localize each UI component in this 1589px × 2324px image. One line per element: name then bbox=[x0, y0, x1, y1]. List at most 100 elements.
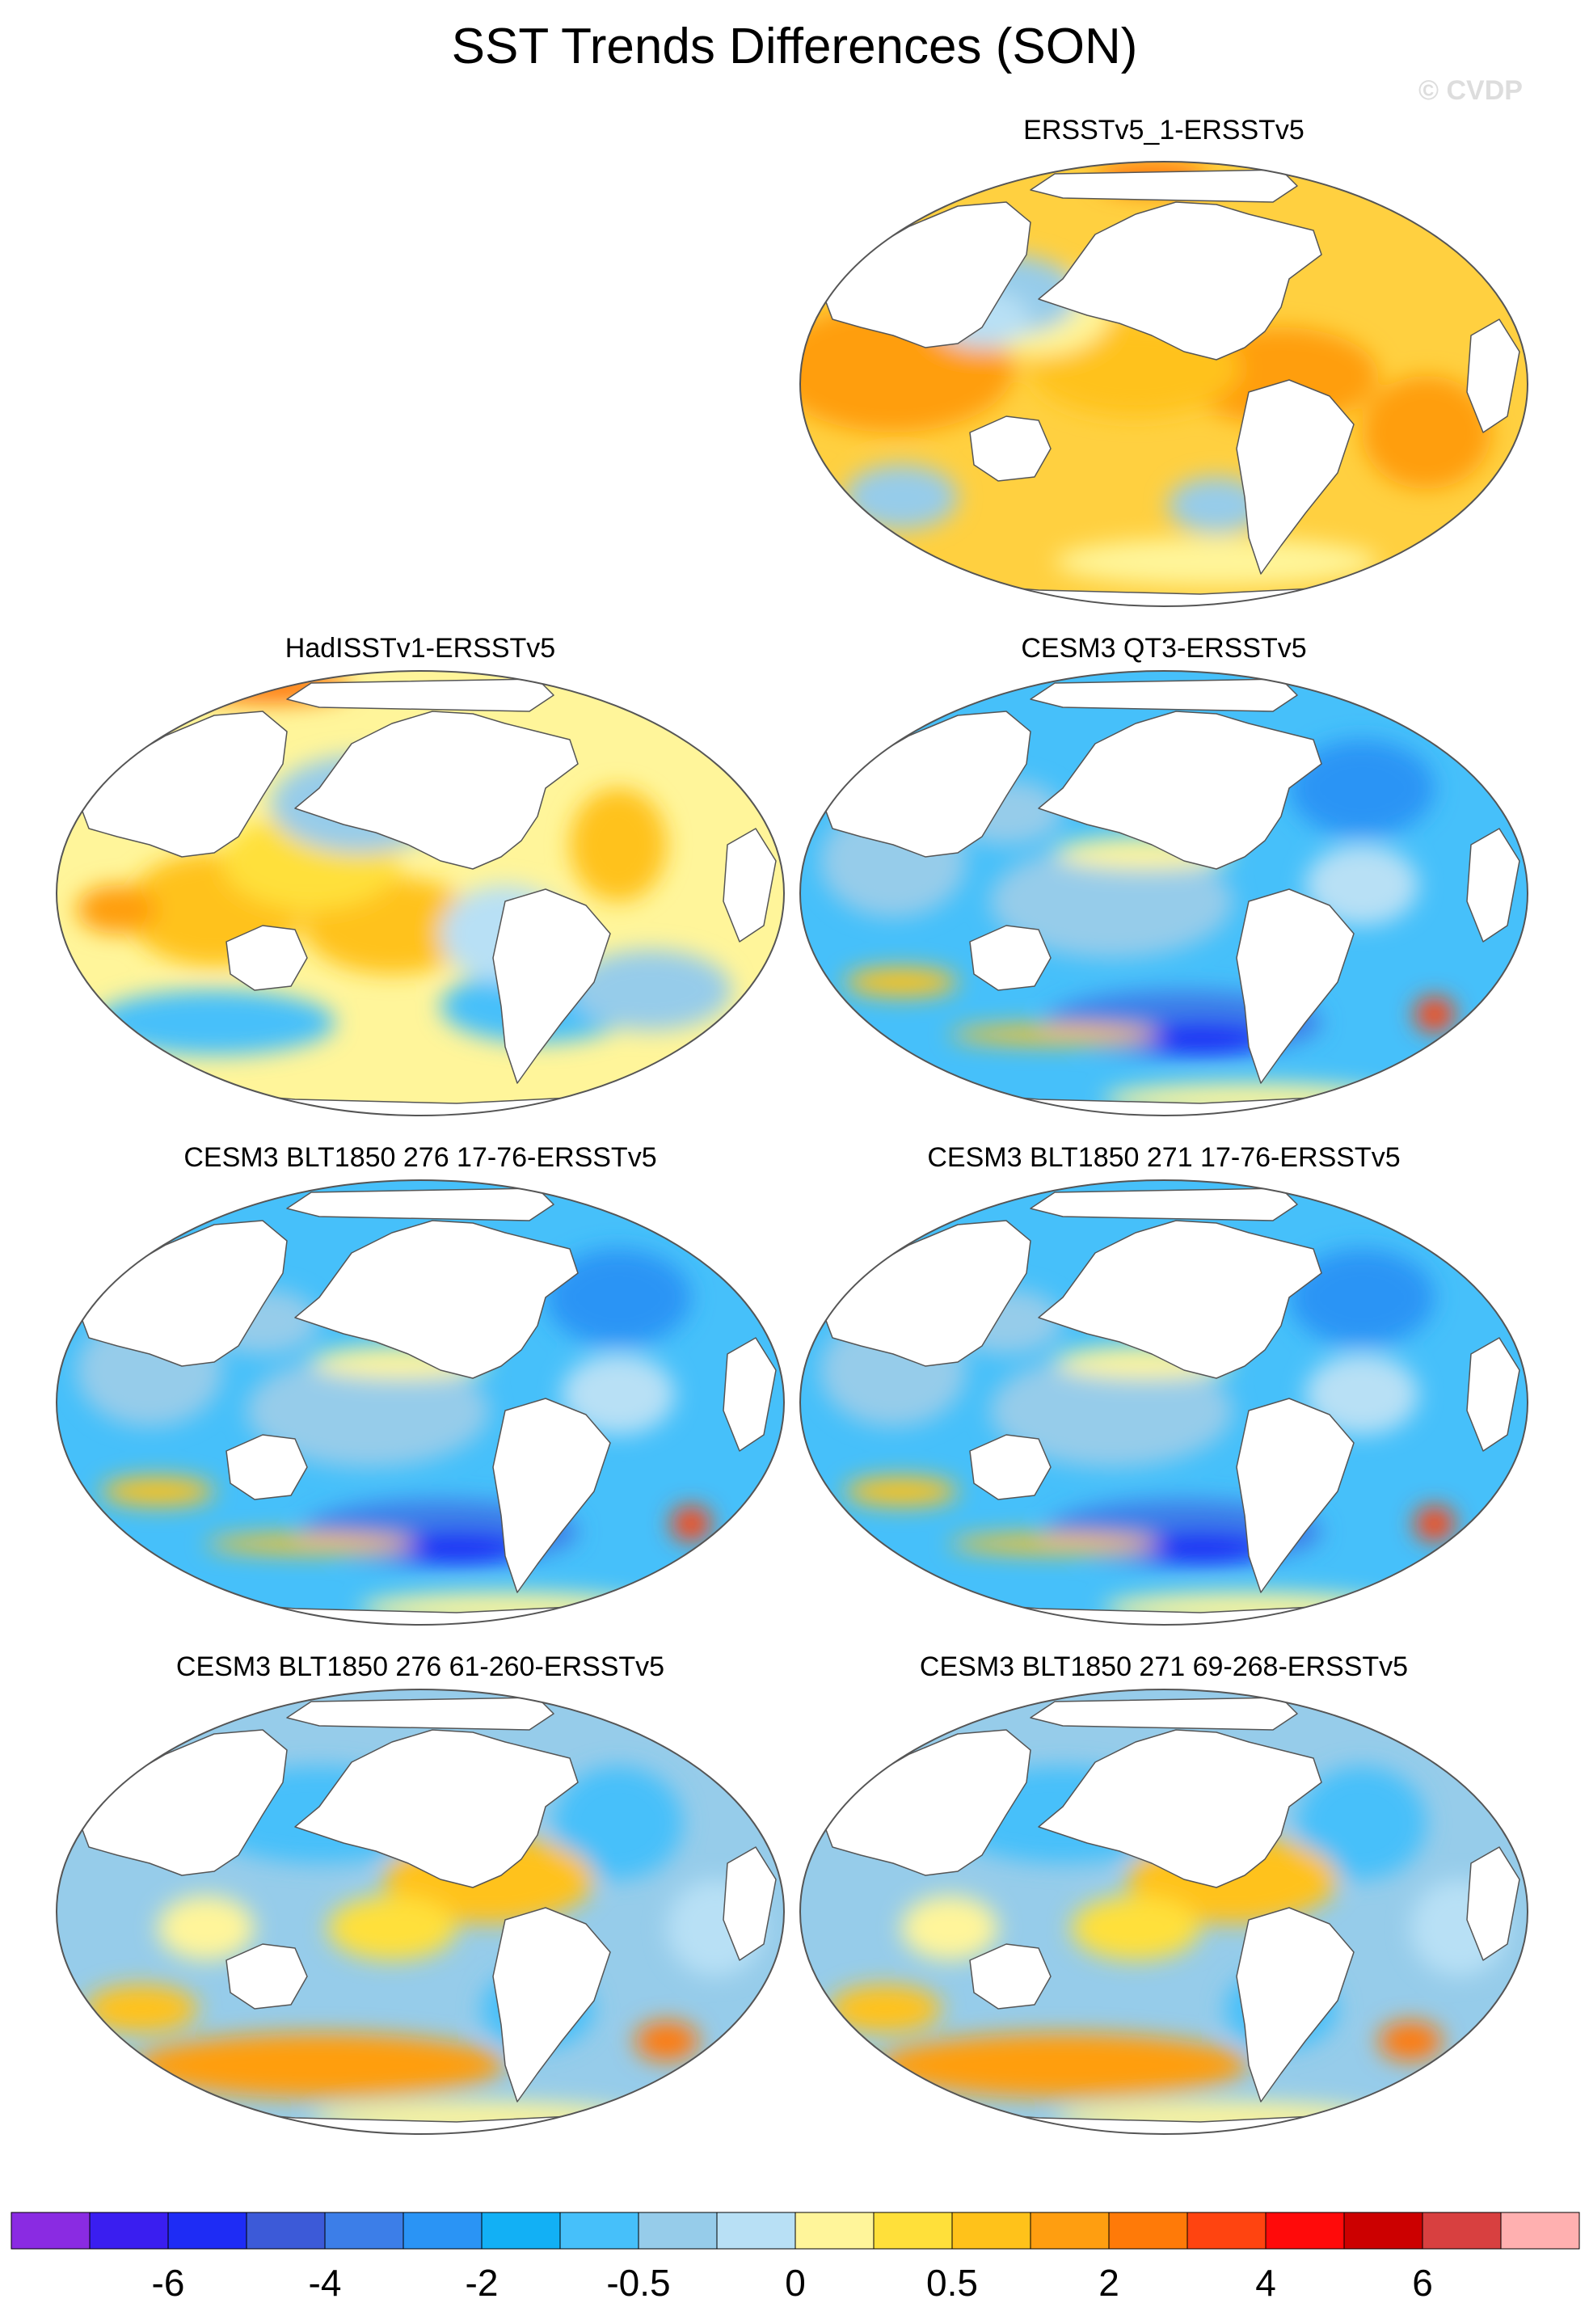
anomaly-region bbox=[1289, 1249, 1435, 1346]
map-boundary bbox=[799, 161, 1528, 607]
landmass bbox=[286, 1697, 554, 1731]
map-boundary bbox=[56, 670, 785, 1116]
landmass bbox=[76, 1729, 288, 1876]
colorbar-swatch bbox=[1186, 2212, 1267, 2250]
colorbar-swatch bbox=[794, 2212, 875, 2250]
landmass bbox=[1038, 1729, 1322, 1888]
landmass bbox=[286, 678, 554, 712]
landmass bbox=[294, 711, 579, 870]
colorbar-swatch bbox=[1265, 2212, 1345, 2250]
map-boundary bbox=[799, 1689, 1528, 2135]
colorbar-tick-label: -6 bbox=[152, 2262, 185, 2304]
anomaly-region bbox=[1297, 1766, 1427, 1879]
map-panel-0 bbox=[799, 161, 1528, 607]
colorbar-swatch bbox=[638, 2212, 718, 2250]
map-panel-1 bbox=[56, 670, 785, 1116]
colorbar: -6 -4 -2 -0.5 0 0.5 2 4 6 bbox=[11, 2212, 1580, 2304]
anomaly-region bbox=[845, 968, 958, 997]
panel-title-4: CESM3 BLT1850 271 17-76-ERSSTv5 bbox=[927, 1142, 1401, 1173]
landmass bbox=[76, 1220, 288, 1367]
landmass bbox=[723, 828, 777, 943]
panel-title-5: CESM3 BLT1850 276 61-260-ERSSTv5 bbox=[175, 1651, 665, 1682]
landmass bbox=[492, 888, 611, 1084]
landmass bbox=[1030, 678, 1298, 712]
landmass bbox=[820, 1220, 1031, 1367]
anomaly-region bbox=[901, 1896, 998, 1960]
anomaly-region bbox=[158, 1896, 255, 1960]
anomaly-region bbox=[634, 2021, 699, 2061]
colorbar-tick-label: 0.5 bbox=[926, 2262, 978, 2304]
panel-title-1: HadISSTv1-ERSSTv5 bbox=[285, 633, 556, 664]
landmass bbox=[1466, 828, 1520, 943]
landmass bbox=[294, 1220, 579, 1379]
landmass bbox=[1466, 1337, 1520, 1452]
landmass bbox=[1236, 888, 1355, 1084]
landmass bbox=[294, 1729, 579, 1888]
anomaly-region bbox=[206, 1534, 416, 1554]
colorbar-swatch bbox=[559, 2212, 639, 2250]
anomaly-region bbox=[990, 845, 1233, 958]
landmass bbox=[492, 1907, 611, 2103]
map-panel-4 bbox=[799, 1179, 1528, 1626]
colorbar-swatch bbox=[403, 2212, 483, 2250]
landmass bbox=[969, 1434, 1052, 1500]
landmass bbox=[969, 1943, 1052, 2010]
anomaly-region bbox=[1168, 477, 1265, 534]
anomaly-region bbox=[1362, 376, 1491, 489]
anomaly-region bbox=[1414, 1506, 1455, 1542]
landmass bbox=[820, 711, 1031, 858]
landmass bbox=[969, 415, 1052, 482]
colorbar-tick-label: 6 bbox=[1412, 2262, 1433, 2304]
anomaly-region bbox=[77, 885, 158, 934]
copyright-watermark: © CVDP bbox=[1418, 75, 1523, 106]
panel-title-3: CESM3 BLT1850 276 17-76-ERSSTv5 bbox=[183, 1142, 657, 1173]
panel-title-6: CESM3 BLT1850 271 69-268-ERSSTv5 bbox=[919, 1651, 1409, 1682]
anomaly-region bbox=[1055, 538, 1378, 586]
landmass bbox=[1038, 201, 1322, 361]
anomaly-region bbox=[1305, 845, 1418, 926]
anomaly-region bbox=[950, 1534, 1160, 1554]
anomaly-region bbox=[133, 2033, 505, 2098]
landmass bbox=[1030, 169, 1298, 203]
colorbar-swatch bbox=[11, 2212, 91, 2250]
colorbar-swatch bbox=[951, 2212, 1031, 2250]
map-panel-6 bbox=[799, 1689, 1528, 2135]
colorbar-swatch bbox=[716, 2212, 796, 2250]
map-panel-5 bbox=[56, 1689, 785, 2135]
colorbar-tick-label: -2 bbox=[466, 2262, 499, 2304]
anomaly-region bbox=[845, 1477, 958, 1506]
landmass bbox=[1466, 318, 1520, 433]
colorbar-swatch bbox=[1422, 2212, 1502, 2250]
colorbar-swatch bbox=[1030, 2212, 1110, 2250]
landmass bbox=[1236, 379, 1355, 575]
colorbar-swatch bbox=[1108, 2212, 1188, 2250]
map-boundary bbox=[799, 670, 1528, 1116]
landmass bbox=[286, 1187, 554, 1221]
colorbar-tick-label: 4 bbox=[1255, 2262, 1276, 2304]
landmass bbox=[225, 1943, 308, 2010]
landmass bbox=[1038, 711, 1322, 870]
anomaly-region bbox=[671, 1506, 711, 1542]
anomaly-region bbox=[85, 1984, 198, 2033]
colorbar-swatch bbox=[1500, 2212, 1580, 2250]
landmass bbox=[1038, 1220, 1322, 1379]
anomaly-region bbox=[845, 465, 958, 529]
landmass bbox=[820, 1729, 1031, 1876]
colorbar-swatch bbox=[324, 2212, 404, 2250]
colorbar-tick-label: 2 bbox=[1098, 2262, 1119, 2304]
map-boundary bbox=[56, 1689, 785, 2135]
anomaly-region bbox=[1289, 740, 1435, 837]
anomaly-region bbox=[570, 788, 667, 901]
landmass bbox=[1030, 1187, 1298, 1221]
landmass bbox=[225, 925, 308, 991]
figure-title: SST Trends Differences (SON) bbox=[451, 19, 1138, 74]
landmass bbox=[723, 1337, 777, 1452]
anomaly-region bbox=[546, 1249, 691, 1346]
landmass bbox=[492, 1398, 611, 1593]
landmass bbox=[1466, 1846, 1520, 1961]
anomaly-region bbox=[570, 950, 731, 1031]
anomaly-region bbox=[327, 1896, 457, 1960]
anomaly-region bbox=[1305, 1354, 1418, 1435]
anomaly-region bbox=[93, 990, 335, 1055]
anomaly-region bbox=[247, 1354, 489, 1467]
